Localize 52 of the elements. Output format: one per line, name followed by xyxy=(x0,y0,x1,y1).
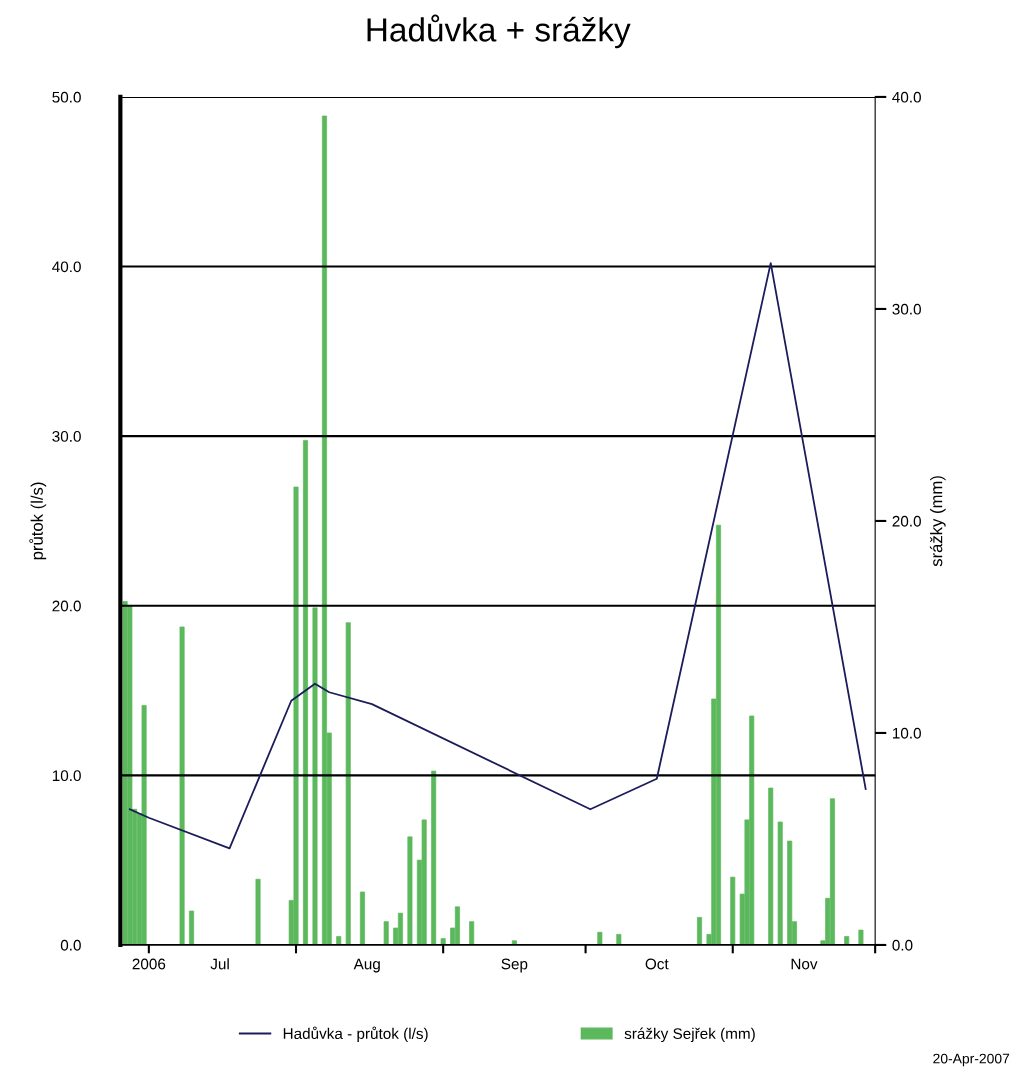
bar xyxy=(469,921,475,945)
y-tick-label: 0.0 xyxy=(60,939,81,951)
y-tick-label: 10.0 xyxy=(52,770,81,782)
y-tick-label: 50.0 xyxy=(52,91,81,103)
bar xyxy=(511,940,517,945)
bar xyxy=(407,836,413,945)
bar xyxy=(616,934,622,945)
y2-tick-label: 30.0 xyxy=(892,303,921,315)
text: 20-Apr-2007 xyxy=(933,1053,1010,1067)
y2-tick-label: 10.0 xyxy=(892,727,921,739)
bar xyxy=(697,917,702,945)
bar xyxy=(440,938,446,945)
y-axis-title: průtok (l/s) xyxy=(29,482,47,560)
bar xyxy=(383,921,389,945)
bar xyxy=(141,705,147,945)
bar xyxy=(336,936,342,945)
bar xyxy=(829,798,835,945)
bar xyxy=(597,931,603,945)
bar xyxy=(345,622,351,945)
x-tick-label: Sep xyxy=(501,958,528,973)
chart-title: Hadůvka + srážky xyxy=(367,14,631,49)
bar xyxy=(730,876,736,945)
x-tick-label: Jul xyxy=(210,958,229,970)
legend-label: Hadůvka - průtok (l/s) xyxy=(283,1026,428,1043)
bar xyxy=(189,910,195,945)
bar xyxy=(777,821,783,945)
bar xyxy=(858,929,864,945)
y-tick-label: 20.0 xyxy=(52,600,81,612)
x-tick-label: Nov xyxy=(791,958,818,970)
y-tick-label: 40.0 xyxy=(52,261,81,273)
bar xyxy=(431,770,437,945)
bar xyxy=(787,840,793,945)
x-tick-label: Aug xyxy=(353,958,380,973)
y2-tick-label: 20.0 xyxy=(892,515,921,527)
bar xyxy=(179,626,185,945)
bar xyxy=(303,440,308,945)
bar xyxy=(312,607,318,945)
line-series xyxy=(128,262,867,850)
bar xyxy=(359,891,365,945)
bar xyxy=(397,912,403,945)
y-tick-label: 30.0 xyxy=(52,431,81,442)
x-tick-label: 2006 xyxy=(132,958,166,970)
bar xyxy=(454,906,460,945)
bar xyxy=(768,787,774,945)
y2-tick-label: 0.0 xyxy=(892,939,913,951)
x-tick-label: Oct xyxy=(645,958,669,970)
legend-label: srážky Sejřek (mm) xyxy=(624,1027,755,1043)
y2-tick-label: 40.0 xyxy=(892,91,921,103)
bar xyxy=(255,878,261,945)
y2-axis-title: srážky (mm) xyxy=(929,476,946,567)
bar xyxy=(844,936,850,945)
bar xyxy=(421,819,427,945)
